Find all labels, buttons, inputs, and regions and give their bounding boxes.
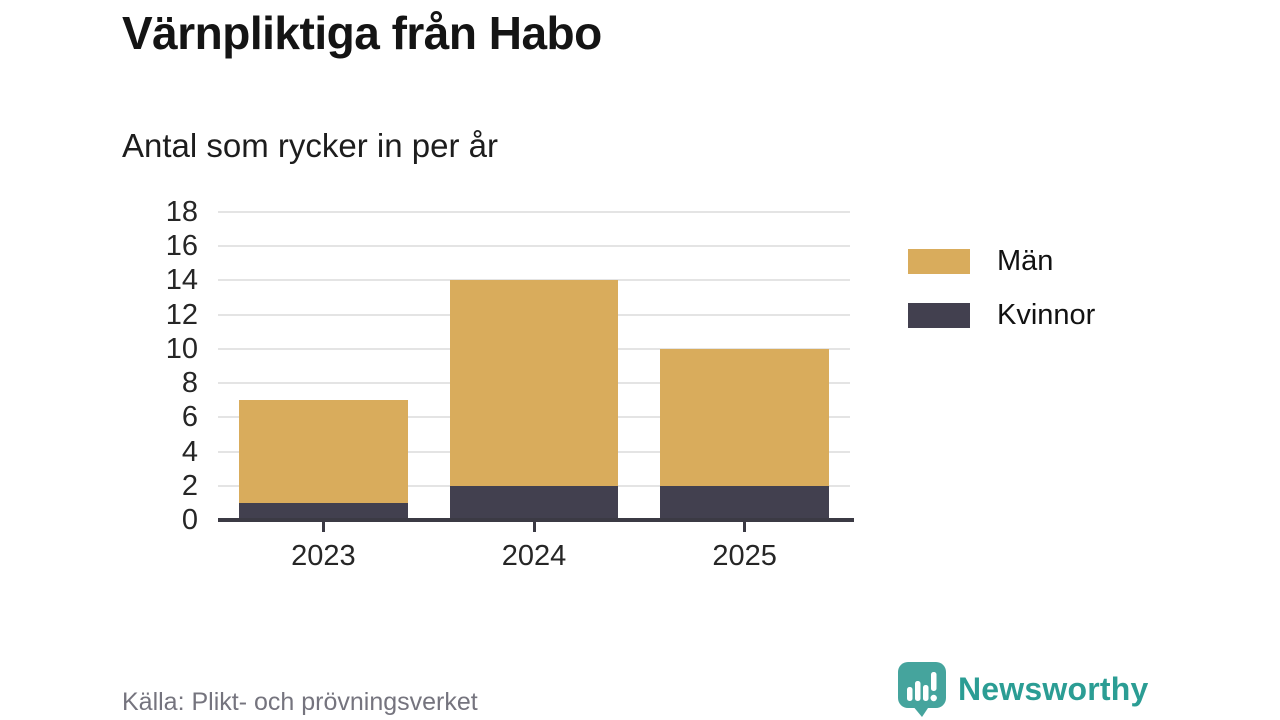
- bar-segment-2023-Kvinnor: [239, 502, 408, 520]
- legend-label-Män: Män: [997, 245, 1054, 277]
- chart-title: Värnpliktiga från Habo: [122, 7, 602, 59]
- y-tick-label: 18: [165, 196, 198, 228]
- bar-segment-2024-Kvinnor: [449, 485, 619, 520]
- legend: Män Kvinnor: [908, 245, 1095, 353]
- y-tick-label: 16: [165, 230, 198, 263]
- brand-logo: Newsworthy: [897, 661, 1148, 717]
- chart-subtitle: Antal som rycker in per år: [122, 127, 498, 164]
- x-axis-line: [218, 518, 854, 522]
- legend-item-Män: Män: [908, 245, 1095, 278]
- y-tick-label: 8: [181, 367, 198, 400]
- y-tick-label: 6: [181, 401, 198, 434]
- bar-segment-2024-Män: [449, 280, 619, 486]
- y-tick-label: 10: [165, 332, 198, 365]
- y-tick-label: 2: [181, 469, 198, 502]
- y-tick-label: 12: [165, 298, 198, 331]
- x-tick-mark: [743, 522, 747, 532]
- y-axis-labels: 0 2 4 6 8 10 12 14 16 18: [0, 197, 198, 535]
- x-tick-mark: [321, 522, 325, 532]
- x-tick-label: 2023: [291, 540, 356, 572]
- bar-segment-2025-Kvinnor: [660, 485, 829, 520]
- y-tick-label: 14: [165, 264, 198, 297]
- legend-swatch-Män: [908, 249, 970, 274]
- plot-area: [218, 211, 850, 520]
- x-tick-label: 2025: [712, 540, 777, 572]
- newsworthy-logo-icon: [898, 662, 946, 717]
- legend-swatch-Kvinnor: [908, 303, 970, 328]
- y-tick-label: 4: [181, 435, 198, 468]
- legend-label-Kvinnor: Kvinnor: [997, 299, 1096, 331]
- x-tick-mark: [532, 522, 536, 532]
- bar-segment-2025-Män: [660, 348, 829, 486]
- gridline-18: [218, 211, 850, 213]
- x-tick-label: 2024: [501, 540, 567, 572]
- gridline-16: [218, 245, 850, 248]
- y-tick-label: 0: [181, 504, 198, 536]
- bar-segment-2023-Män: [239, 400, 408, 503]
- brand-name: Newsworthy: [958, 670, 1149, 707]
- legend-item-Kvinnor: Kvinnor: [908, 299, 1095, 332]
- source-note: Källa: Plikt- och prövningsverket: [122, 688, 478, 716]
